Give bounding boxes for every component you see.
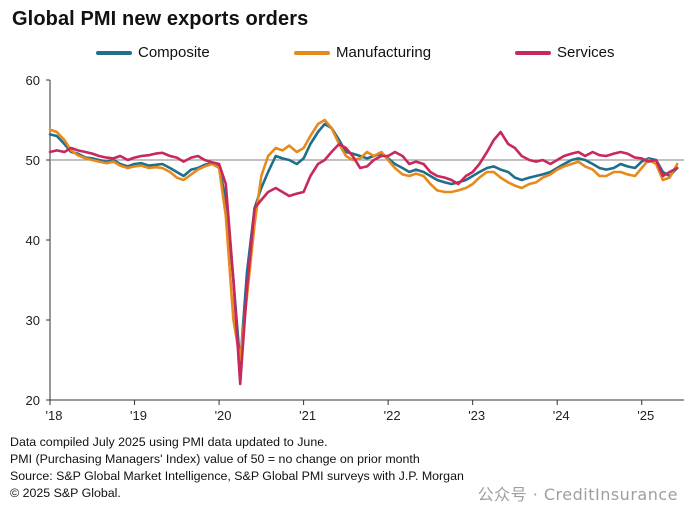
- y-tick-label: 40: [26, 233, 40, 248]
- footnotes: Data compiled July 2025 using PMI data u…: [10, 434, 464, 502]
- x-tick-label: '20: [215, 408, 232, 423]
- series-lines: [48, 118, 679, 386]
- legend-label-services: Services: [557, 44, 615, 61]
- x-tick-label: '25: [637, 408, 654, 423]
- x-axis-ticks: '18 '19 '20 '21 '22 '23 '24 '25: [46, 400, 654, 423]
- y-tick-label: 20: [26, 393, 40, 408]
- legend-item-manufacturing: Manufacturing: [294, 44, 431, 61]
- line-chart: 20 30 40 50 60 '18 '19 '20 '21 '22 '23 '24 '25: [26, 73, 684, 423]
- series-line-composite: [48, 122, 679, 366]
- x-tick-label: '23: [468, 408, 485, 423]
- legend-swatch-composite: [96, 50, 132, 55]
- legend-label-manufacturing: Manufacturing: [336, 44, 432, 61]
- legend-swatch-manufacturing: [294, 50, 330, 55]
- footnote-data-compiled: Data compiled July 2025 using PMI data u…: [10, 435, 328, 449]
- y-tick-label: 60: [26, 73, 40, 88]
- watermark: 公众号 · CreditInsurance: [477, 485, 678, 504]
- x-tick-label: '19: [130, 408, 147, 423]
- chart-title: Global PMI new exports orders: [12, 8, 309, 30]
- series-line-services: [48, 130, 679, 386]
- x-tick-label: '18: [46, 408, 63, 423]
- legend-swatch-services: [515, 50, 551, 55]
- x-tick-label: '22: [384, 408, 401, 423]
- legend-label-composite: Composite: [138, 44, 210, 61]
- series-line-manufacturing: [48, 118, 679, 362]
- footnote-pmi-definition: PMI (Purchasing Managers' Index) value o…: [10, 452, 420, 466]
- y-tick-label: 50: [26, 153, 40, 168]
- legend-item-services: Services: [515, 44, 615, 61]
- chart-legend: Composite Manufacturing Services: [0, 44, 700, 68]
- y-axis-ticks: 20 30 40 50 60: [26, 73, 50, 408]
- y-tick-label: 30: [26, 313, 40, 328]
- footnote-source: Source: S&P Global Market Intelligence, …: [10, 469, 464, 483]
- x-tick-label: '21: [299, 408, 316, 423]
- legend-item-composite: Composite: [96, 44, 210, 61]
- footnote-copyright: © 2025 S&P Global.: [10, 486, 121, 500]
- x-tick-label: '24: [553, 408, 570, 423]
